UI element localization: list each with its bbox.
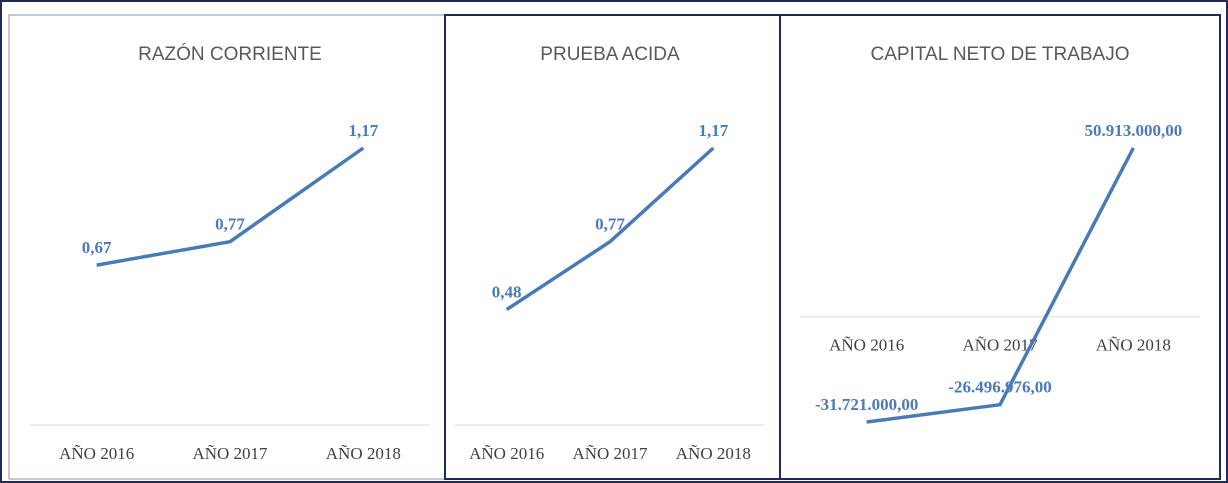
data-label: 50.913.000,00 [1084,121,1182,140]
chart-title: PRUEBA ACIDA [540,44,680,65]
x-tick-label: AÑO 2016 [469,444,544,463]
chart-title: RAZÓN CORRIENTE [138,43,322,65]
series-line [505,146,715,312]
x-tick-label: AÑO 2018 [1096,336,1171,355]
x-tick-label: AÑO 2017 [962,336,1038,355]
x-tick-label: AÑO 2017 [192,444,268,463]
x-tick-label: AÑO 2016 [59,444,134,463]
series-line [96,146,365,267]
x-tick-label: AÑO 2016 [829,336,904,355]
data-label: -26.496.976,00 [948,378,1051,397]
data-label: 0,48 [492,282,522,301]
x-tick-label: AÑO 2017 [572,444,648,463]
x-tick-label: AÑO 2018 [676,444,751,463]
panel-border [444,14,781,480]
panel-border [779,14,1221,480]
data-label: 0,77 [215,215,245,234]
x-tick-label: AÑO 2018 [326,444,401,463]
data-label: 0,77 [595,215,625,234]
data-label: -31.721.000,00 [815,395,918,414]
data-label: 1,17 [698,121,728,140]
data-label: 0,67 [82,238,112,257]
series-line [866,147,1135,424]
chart-title: CAPITAL NETO DE TRABAJO [870,44,1129,65]
data-label: 1,17 [348,121,378,140]
panel-border [8,14,446,480]
